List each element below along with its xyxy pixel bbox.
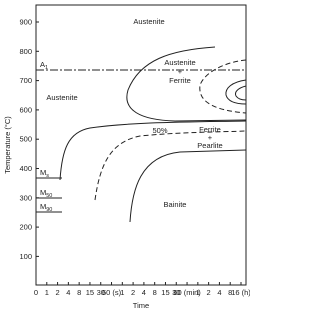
x-tick-label: 16 (h): [231, 288, 250, 297]
y-axis-title: Temperature (°C): [3, 116, 12, 174]
line-label-sub: 50: [46, 193, 52, 199]
line-label: Ms: [40, 168, 49, 179]
x-tick-label: 30: [172, 288, 180, 297]
ferrite-dashed: [199, 59, 247, 114]
region-label: Ferrite: [199, 125, 221, 134]
x-tick-label: 4: [142, 288, 146, 297]
region-label: Bainite: [164, 200, 187, 209]
start-curve: [126, 46, 247, 122]
pearlite-curve: [225, 79, 247, 105]
x-tick-label: 15: [161, 288, 169, 297]
x-tick-label: 2: [55, 288, 59, 297]
y-tick-label: 800: [19, 47, 32, 56]
line-label-sub: 90: [46, 207, 52, 213]
x-tick-label: 0: [34, 288, 38, 297]
dashed-curve: [94, 130, 247, 201]
y-tick-label: 500: [19, 135, 32, 144]
y-tick-label: 600: [19, 105, 32, 114]
x-tick-label: 4: [217, 288, 221, 297]
ttt-diagram: Austenite Austenite Austenite + Ferrite …: [3, 4, 251, 310]
region-label: Austenite: [164, 58, 195, 67]
line-label-sub: s: [46, 173, 49, 179]
line-label-main: M: [40, 188, 46, 197]
line-label-main: M: [40, 202, 46, 211]
y-tick-label: 100: [19, 252, 32, 261]
x-tick-label: 1: [120, 288, 124, 297]
x-tick-label: 2: [207, 288, 211, 297]
x-tick-label: 8: [153, 288, 157, 297]
region-label: Austenite: [46, 93, 77, 102]
x-axis-title: Time: [133, 301, 149, 310]
region-label: Pearlite: [197, 141, 222, 150]
x-tick-label: 1: [196, 288, 200, 297]
y-tick-label: 900: [19, 18, 32, 27]
y-tick-label: 300: [19, 193, 32, 202]
x-tick-label: 1: [45, 288, 49, 297]
region-label: +: [178, 67, 183, 76]
y-tick-label: 700: [19, 76, 32, 85]
bainite-curve: [129, 149, 247, 223]
plot-frame: [35, 4, 247, 286]
x-tick-label: 2: [131, 288, 135, 297]
region-label: +: [208, 133, 213, 142]
region-label: Ferrite: [169, 76, 191, 85]
x-tick-label: 60 (min): [173, 288, 201, 297]
fifty-curve: [59, 120, 247, 181]
region-label: Austenite: [133, 17, 164, 26]
x-tick-label: 15: [86, 288, 94, 297]
line-label: M50: [40, 188, 52, 199]
line-label-main: A: [40, 60, 45, 69]
y-tick-label: 400: [19, 164, 32, 173]
line-label-sub: 1: [45, 65, 48, 71]
x-tick-label: 8: [77, 288, 81, 297]
x-tick-label: 60 (s): [102, 288, 122, 297]
pearlite-inner: [235, 85, 247, 101]
line-label: M90: [40, 202, 52, 213]
y-tick-label: 200: [19, 223, 32, 232]
line-label-main: M: [40, 168, 46, 177]
line-label: A1: [40, 60, 48, 71]
region-label: 50%: [152, 126, 167, 135]
x-tick-label: 8: [228, 288, 232, 297]
x-tick-label: 30: [97, 288, 105, 297]
x-tick-label: 4: [66, 288, 70, 297]
